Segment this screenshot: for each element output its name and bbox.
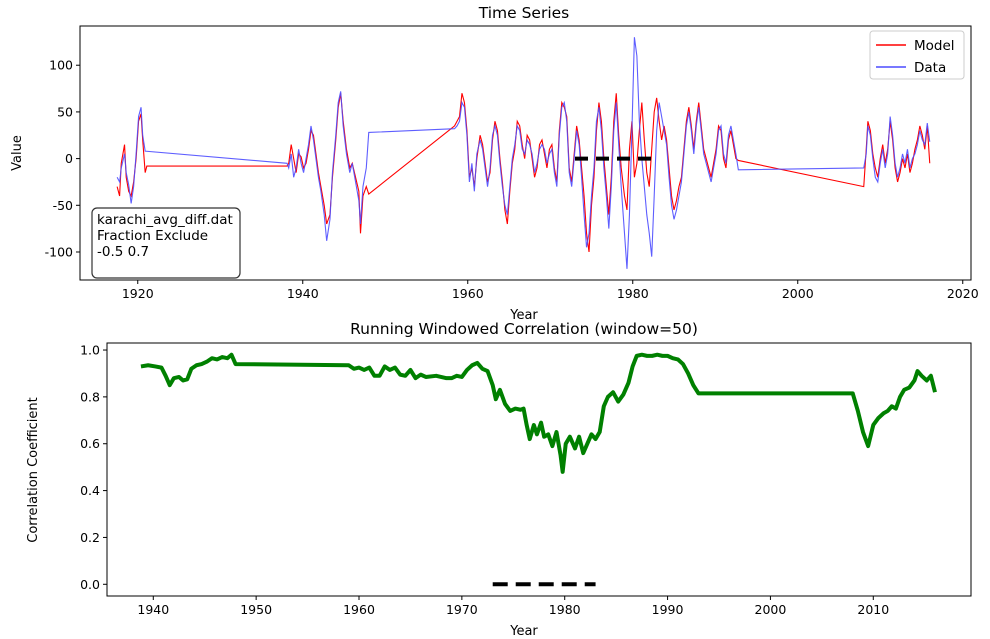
y-tick-label: 100	[49, 58, 73, 73]
legend: Model Data	[869, 30, 965, 80]
y-tick-label: 0.4	[80, 483, 100, 498]
legend-model-label: Model	[914, 38, 955, 54]
x-tick-label: 1980	[617, 286, 649, 301]
x-tick-label: 1970	[446, 602, 478, 617]
correlation-xlabel: Year	[509, 624, 538, 639]
annotation-label: Fraction Exclude	[97, 228, 208, 244]
x-tick-label: 2010	[857, 602, 889, 617]
time-series-ylabel: Value	[10, 135, 25, 171]
time-series-xlabel: Year	[509, 308, 538, 323]
x-tick-label: 2020	[947, 286, 979, 301]
correlation-title: Running Windowed Correlation (window=50)	[350, 320, 698, 338]
legend-data-label: Data	[914, 60, 946, 76]
x-tick-label: 2000	[782, 286, 814, 301]
y-tick-label: 0.0	[80, 577, 100, 592]
correlation-series-line	[140, 352, 937, 474]
x-tick-label: 1990	[652, 602, 684, 617]
y-tick-label: 0.8	[80, 389, 100, 404]
annotation-values: -0.5 0.7	[97, 244, 149, 260]
annotation-box: karachi_avg_diff.dat Fraction Exclude -0…	[91, 207, 241, 279]
x-tick-label: 1940	[137, 602, 169, 617]
correlation-panel: Running Windowed Correlation (window=50)…	[26, 320, 972, 639]
x-tick-label: 1920	[122, 286, 154, 301]
data-series-line	[116, 37, 931, 269]
x-tick-label: 2000	[755, 602, 787, 617]
x-tick-label: 1980	[549, 602, 581, 617]
y-tick-label: 0.2	[80, 530, 100, 545]
annotation-frame	[91, 207, 241, 279]
y-tick-label: 0	[65, 151, 73, 166]
y-tick-label: 1.0	[80, 343, 100, 358]
correlation-ticks: 1940 1950 1960 1970 1980 1990 2000 2010 0.0 0.2 0.…	[80, 343, 889, 617]
y-tick-label: -50	[53, 198, 73, 213]
y-tick-label: 0.6	[80, 436, 100, 451]
x-tick-label: 1960	[452, 286, 484, 301]
time-series-title: Time Series	[478, 4, 570, 22]
time-series-panel: Time Series 1920 1940 1960 1980 2000 2020 -100…	[10, 4, 979, 323]
time-series-axes-frame	[79, 25, 972, 281]
x-tick-label: 1940	[287, 286, 319, 301]
x-tick-label: 1960	[343, 602, 375, 617]
y-tick-label: 50	[57, 104, 73, 119]
y-tick-label: -100	[45, 244, 73, 259]
time-series-ticks: 1920 1940 1960 1980 2000 2020 -100 -50 0 50 100	[45, 58, 979, 301]
x-tick-label: 1950	[240, 602, 272, 617]
annotation-filename: karachi_avg_diff.dat	[97, 212, 233, 228]
correlation-axes-frame	[106, 342, 972, 597]
correlation-ylabel: Correlation Coefficient	[26, 397, 41, 543]
